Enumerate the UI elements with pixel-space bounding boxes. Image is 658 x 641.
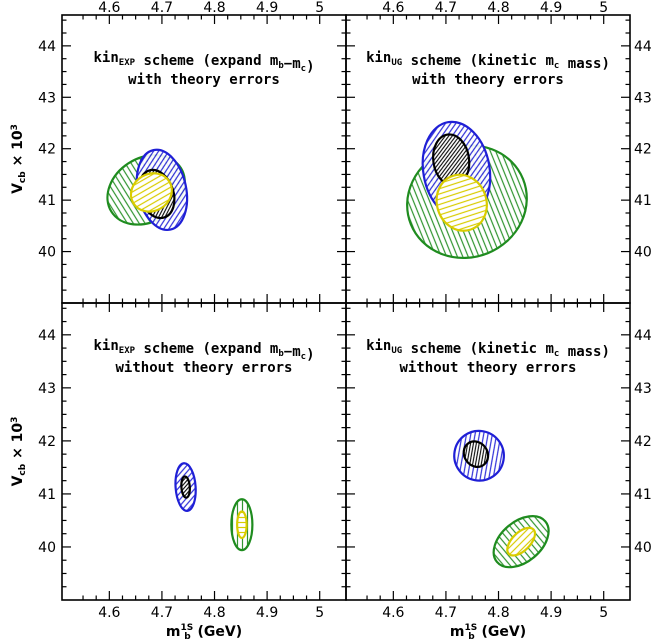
x-tick-label-top: 4.6: [382, 0, 404, 16]
x-tick-label-bottom: 4.7: [435, 605, 457, 621]
x-tick-label-top: 4.9: [256, 0, 278, 16]
panel-top-left: kinEXP scheme (expand mb−mc)with theory …: [61, 14, 347, 304]
y-axis-label: Vcb × 103: [10, 124, 28, 194]
y-tick-label-left: 42: [38, 142, 56, 158]
panel-ellipses: [106, 148, 189, 232]
y-tick-label-right: 41: [634, 487, 652, 503]
x-tick-label-top: 4.7: [435, 0, 457, 16]
panel-bottom-left: kinEXP scheme (expand mb−mc)without theo…: [61, 302, 347, 601]
y-tick-label-right: 44: [634, 328, 652, 344]
y-tick-label-left: 43: [38, 381, 56, 397]
x-tick-label-top: 4.8: [487, 0, 509, 16]
x-tick-label-bottom: 5: [599, 605, 608, 621]
x-tick-label-bottom: 4.9: [540, 605, 562, 621]
y-tick-label-right: 40: [634, 540, 652, 556]
panel-title-line1: kinUG scheme (kinetic mc mass): [366, 338, 610, 360]
y-tick-label-right: 40: [634, 245, 652, 261]
panel-title-line1: kinUG scheme (kinetic mc mass): [366, 50, 610, 72]
panel-ticks: [62, 15, 346, 303]
y-tick-label-right: 44: [634, 39, 652, 55]
y-tick-label-left: 40: [38, 245, 56, 261]
x-tick-label-top: 4.6: [98, 0, 120, 16]
y-tick-label-right: 43: [634, 90, 652, 106]
panel-title-line2: with theory errors: [412, 72, 564, 88]
y-tick-label-right: 42: [634, 434, 652, 450]
x-tick-label-bottom: 4.6: [382, 605, 404, 621]
y-tick-label-left: 42: [38, 434, 56, 450]
panel-title-line2: without theory errors: [399, 360, 576, 376]
y-axis-label: Vcb × 103: [10, 417, 28, 487]
y-tick-label-left: 41: [38, 193, 56, 209]
x-tick-label-bottom: 4.8: [487, 605, 509, 621]
y-tick-label-right: 41: [634, 193, 652, 209]
panel-title-line2: with theory errors: [128, 72, 280, 88]
x-tick-label-top: 5: [315, 0, 324, 16]
panel-ellipses: [453, 429, 550, 569]
panel-title-line1: kinEXP scheme (expand mb−mc): [94, 338, 315, 363]
y-tick-label-left: 44: [38, 39, 56, 55]
x-tick-label-bottom: 4.9: [256, 605, 278, 621]
x-axis-label: m1S b (GeV): [450, 623, 526, 641]
x-axis-label: m1S b (GeV): [166, 623, 242, 641]
ellipse-yellow: [236, 510, 248, 540]
x-tick-label-bottom: 4.7: [151, 605, 173, 621]
panel-frame: [345, 302, 631, 601]
panel-ellipses: [406, 120, 528, 260]
panel-title-line2: without theory errors: [115, 360, 292, 376]
x-tick-label-top: 5: [599, 0, 608, 16]
y-tick-label-left: 40: [38, 540, 56, 556]
x-tick-label-bottom: 4.8: [203, 605, 225, 621]
x-tick-label-top: 4.8: [203, 0, 225, 16]
panel-ticks: [346, 303, 630, 600]
y-tick-label-left: 44: [38, 328, 56, 344]
x-tick-label-top: 4.7: [151, 0, 173, 16]
panel-bottom-right: kinUG scheme (kinetic mc mass)without th…: [345, 302, 631, 601]
ellipse-yellow: [435, 173, 488, 232]
ellipse-black: [180, 475, 191, 499]
ellipse-black: [462, 440, 490, 468]
x-tick-label-bottom: 4.6: [98, 605, 120, 621]
y-tick-label-left: 43: [38, 90, 56, 106]
y-tick-label-right: 43: [634, 381, 652, 397]
x-tick-label-bottom: 5: [315, 605, 324, 621]
y-tick-label-right: 42: [634, 142, 652, 158]
x-tick-label-top: 4.9: [540, 0, 562, 16]
y-tick-label-left: 41: [38, 487, 56, 503]
panel-ellipses: [174, 462, 254, 552]
panel-ticks: [62, 303, 346, 600]
ellipse-yellow: [506, 526, 537, 557]
panel-top-right: kinUG scheme (kinetic mc mass)with theor…: [345, 14, 631, 304]
ellipse-yellow: [129, 172, 173, 213]
panel-title-line1: kinEXP scheme (expand mb−mc): [94, 50, 315, 75]
